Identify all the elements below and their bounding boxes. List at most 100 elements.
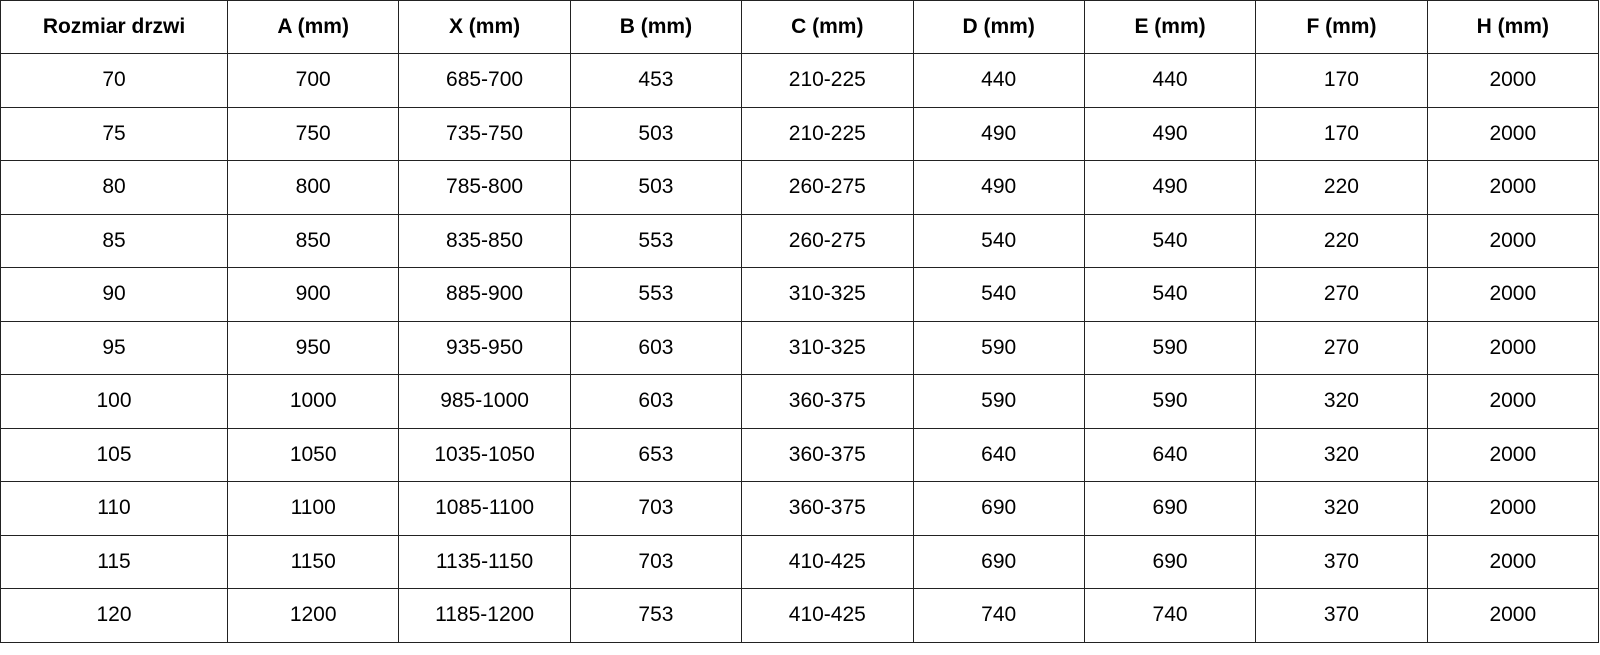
- table-cell: 2000: [1426, 106, 1600, 161]
- table-cell: 740: [912, 588, 1085, 643]
- table-cell: 800: [226, 160, 400, 215]
- table-cell: 85: [0, 213, 228, 268]
- table-cell: 100: [0, 374, 228, 429]
- table-cell: 2000: [1426, 320, 1600, 375]
- table-cell: 590: [912, 374, 1085, 429]
- table-cell: 2000: [1426, 534, 1600, 589]
- table-cell: 95: [0, 320, 228, 375]
- table-cell: 703: [569, 534, 743, 589]
- column-header: E (mm): [1083, 0, 1257, 54]
- table-cell: 690: [912, 481, 1085, 536]
- table-cell: 310-325: [741, 267, 914, 322]
- table-cell: 1185-1200: [398, 588, 571, 643]
- table-cell: 690: [1083, 481, 1257, 536]
- table-cell: 440: [912, 53, 1085, 108]
- table-cell: 2000: [1426, 53, 1600, 108]
- table-cell: 2000: [1426, 427, 1600, 482]
- table-cell: 490: [1083, 106, 1257, 161]
- table-cell: 440: [1083, 53, 1257, 108]
- table-cell: 753: [569, 588, 743, 643]
- table-cell: 260-275: [741, 213, 914, 268]
- table-cell: 490: [1083, 160, 1257, 215]
- table-cell: 360-375: [741, 481, 914, 536]
- table-cell: 270: [1255, 320, 1428, 375]
- table-cell: 540: [912, 213, 1085, 268]
- table-row: 105 1050 1035-1050 653 360-375 640 640 320 2000: [0, 427, 1600, 482]
- table-cell: 850: [226, 213, 400, 268]
- table-cell: 453: [569, 53, 743, 108]
- table-cell: 685-700: [398, 53, 571, 108]
- table-cell: 553: [569, 267, 743, 322]
- table-cell: 210-225: [741, 53, 914, 108]
- table-cell: 320: [1255, 481, 1428, 536]
- table-cell: 170: [1255, 53, 1428, 108]
- table-cell: 310-325: [741, 320, 914, 375]
- table-cell: 1035-1050: [398, 427, 571, 482]
- table-cell: 210-225: [741, 106, 914, 161]
- table-cell: 120: [0, 588, 228, 643]
- column-header: D (mm): [912, 0, 1085, 54]
- table-cell: 1200: [226, 588, 400, 643]
- table-cell: 115: [0, 534, 228, 589]
- table-cell: 740: [1083, 588, 1257, 643]
- table-cell: 540: [1083, 267, 1257, 322]
- table-cell: 503: [569, 160, 743, 215]
- table-cell: 590: [1083, 374, 1257, 429]
- table-cell: 410-425: [741, 588, 914, 643]
- table-cell: 690: [1083, 534, 1257, 589]
- table-cell: 885-900: [398, 267, 571, 322]
- table-cell: 985-1000: [398, 374, 571, 429]
- table-row: 115 1150 1135-1150 703 410-425 690 690 370 2000: [0, 534, 1600, 589]
- table-cell: 220: [1255, 160, 1428, 215]
- table-cell: 90: [0, 267, 228, 322]
- table-cell: 590: [1083, 320, 1257, 375]
- table-row: 90 900 885-900 553 310-325 540 540 270 2000: [0, 267, 1600, 322]
- table-cell: 1050: [226, 427, 400, 482]
- column-header: X (mm): [398, 0, 571, 54]
- table-cell: 360-375: [741, 427, 914, 482]
- table-cell: 2000: [1426, 588, 1600, 643]
- column-header: B (mm): [569, 0, 743, 54]
- table-cell: 490: [912, 160, 1085, 215]
- table-cell: 75: [0, 106, 228, 161]
- table-row: 75 750 735-750 503 210-225 490 490 170 2000: [0, 106, 1600, 161]
- table-cell: 640: [912, 427, 1085, 482]
- table-row: 100 1000 985-1000 603 360-375 590 590 320 2000: [0, 374, 1600, 429]
- table-cell: 603: [569, 320, 743, 375]
- table-cell: 603: [569, 374, 743, 429]
- table-cell: 260-275: [741, 160, 914, 215]
- table-cell: 703: [569, 481, 743, 536]
- table-cell: 590: [912, 320, 1085, 375]
- table-cell: 110: [0, 481, 228, 536]
- table-cell: 270: [1255, 267, 1428, 322]
- table-cell: 735-750: [398, 106, 571, 161]
- column-header: A (mm): [226, 0, 400, 54]
- header-row: Rozmiar drzwi A (mm) X (mm) B (mm) C (mm) D (…: [0, 0, 1600, 54]
- table-cell: 935-950: [398, 320, 571, 375]
- table-cell: 80: [0, 160, 228, 215]
- table-cell: 553: [569, 213, 743, 268]
- table-cell: 70: [0, 53, 228, 108]
- table-cell: 640: [1083, 427, 1257, 482]
- table-cell: 1150: [226, 534, 400, 589]
- table-row: 120 1200 1185-1200 753 410-425 740 740 370 2000: [0, 588, 1600, 643]
- column-header: C (mm): [741, 0, 914, 54]
- table-cell: 320: [1255, 374, 1428, 429]
- table-cell: 503: [569, 106, 743, 161]
- table-cell: 2000: [1426, 374, 1600, 429]
- table-cell: 370: [1255, 588, 1428, 643]
- table-cell: 1000: [226, 374, 400, 429]
- table-row: 95 950 935-950 603 310-325 590 590 270 2000: [0, 320, 1600, 375]
- table-cell: 1100: [226, 481, 400, 536]
- column-header: H (mm): [1426, 0, 1600, 54]
- table-cell: 2000: [1426, 160, 1600, 215]
- table-row: 70 700 685-700 453 210-225 440 440 170 2000: [0, 53, 1600, 108]
- table-cell: 2000: [1426, 213, 1600, 268]
- table-cell: 360-375: [741, 374, 914, 429]
- table-cell: 700: [226, 53, 400, 108]
- table-cell: 370: [1255, 534, 1428, 589]
- table-cell: 320: [1255, 427, 1428, 482]
- table-cell: 490: [912, 106, 1085, 161]
- table-cell: 2000: [1426, 267, 1600, 322]
- table-cell: 2000: [1426, 481, 1600, 536]
